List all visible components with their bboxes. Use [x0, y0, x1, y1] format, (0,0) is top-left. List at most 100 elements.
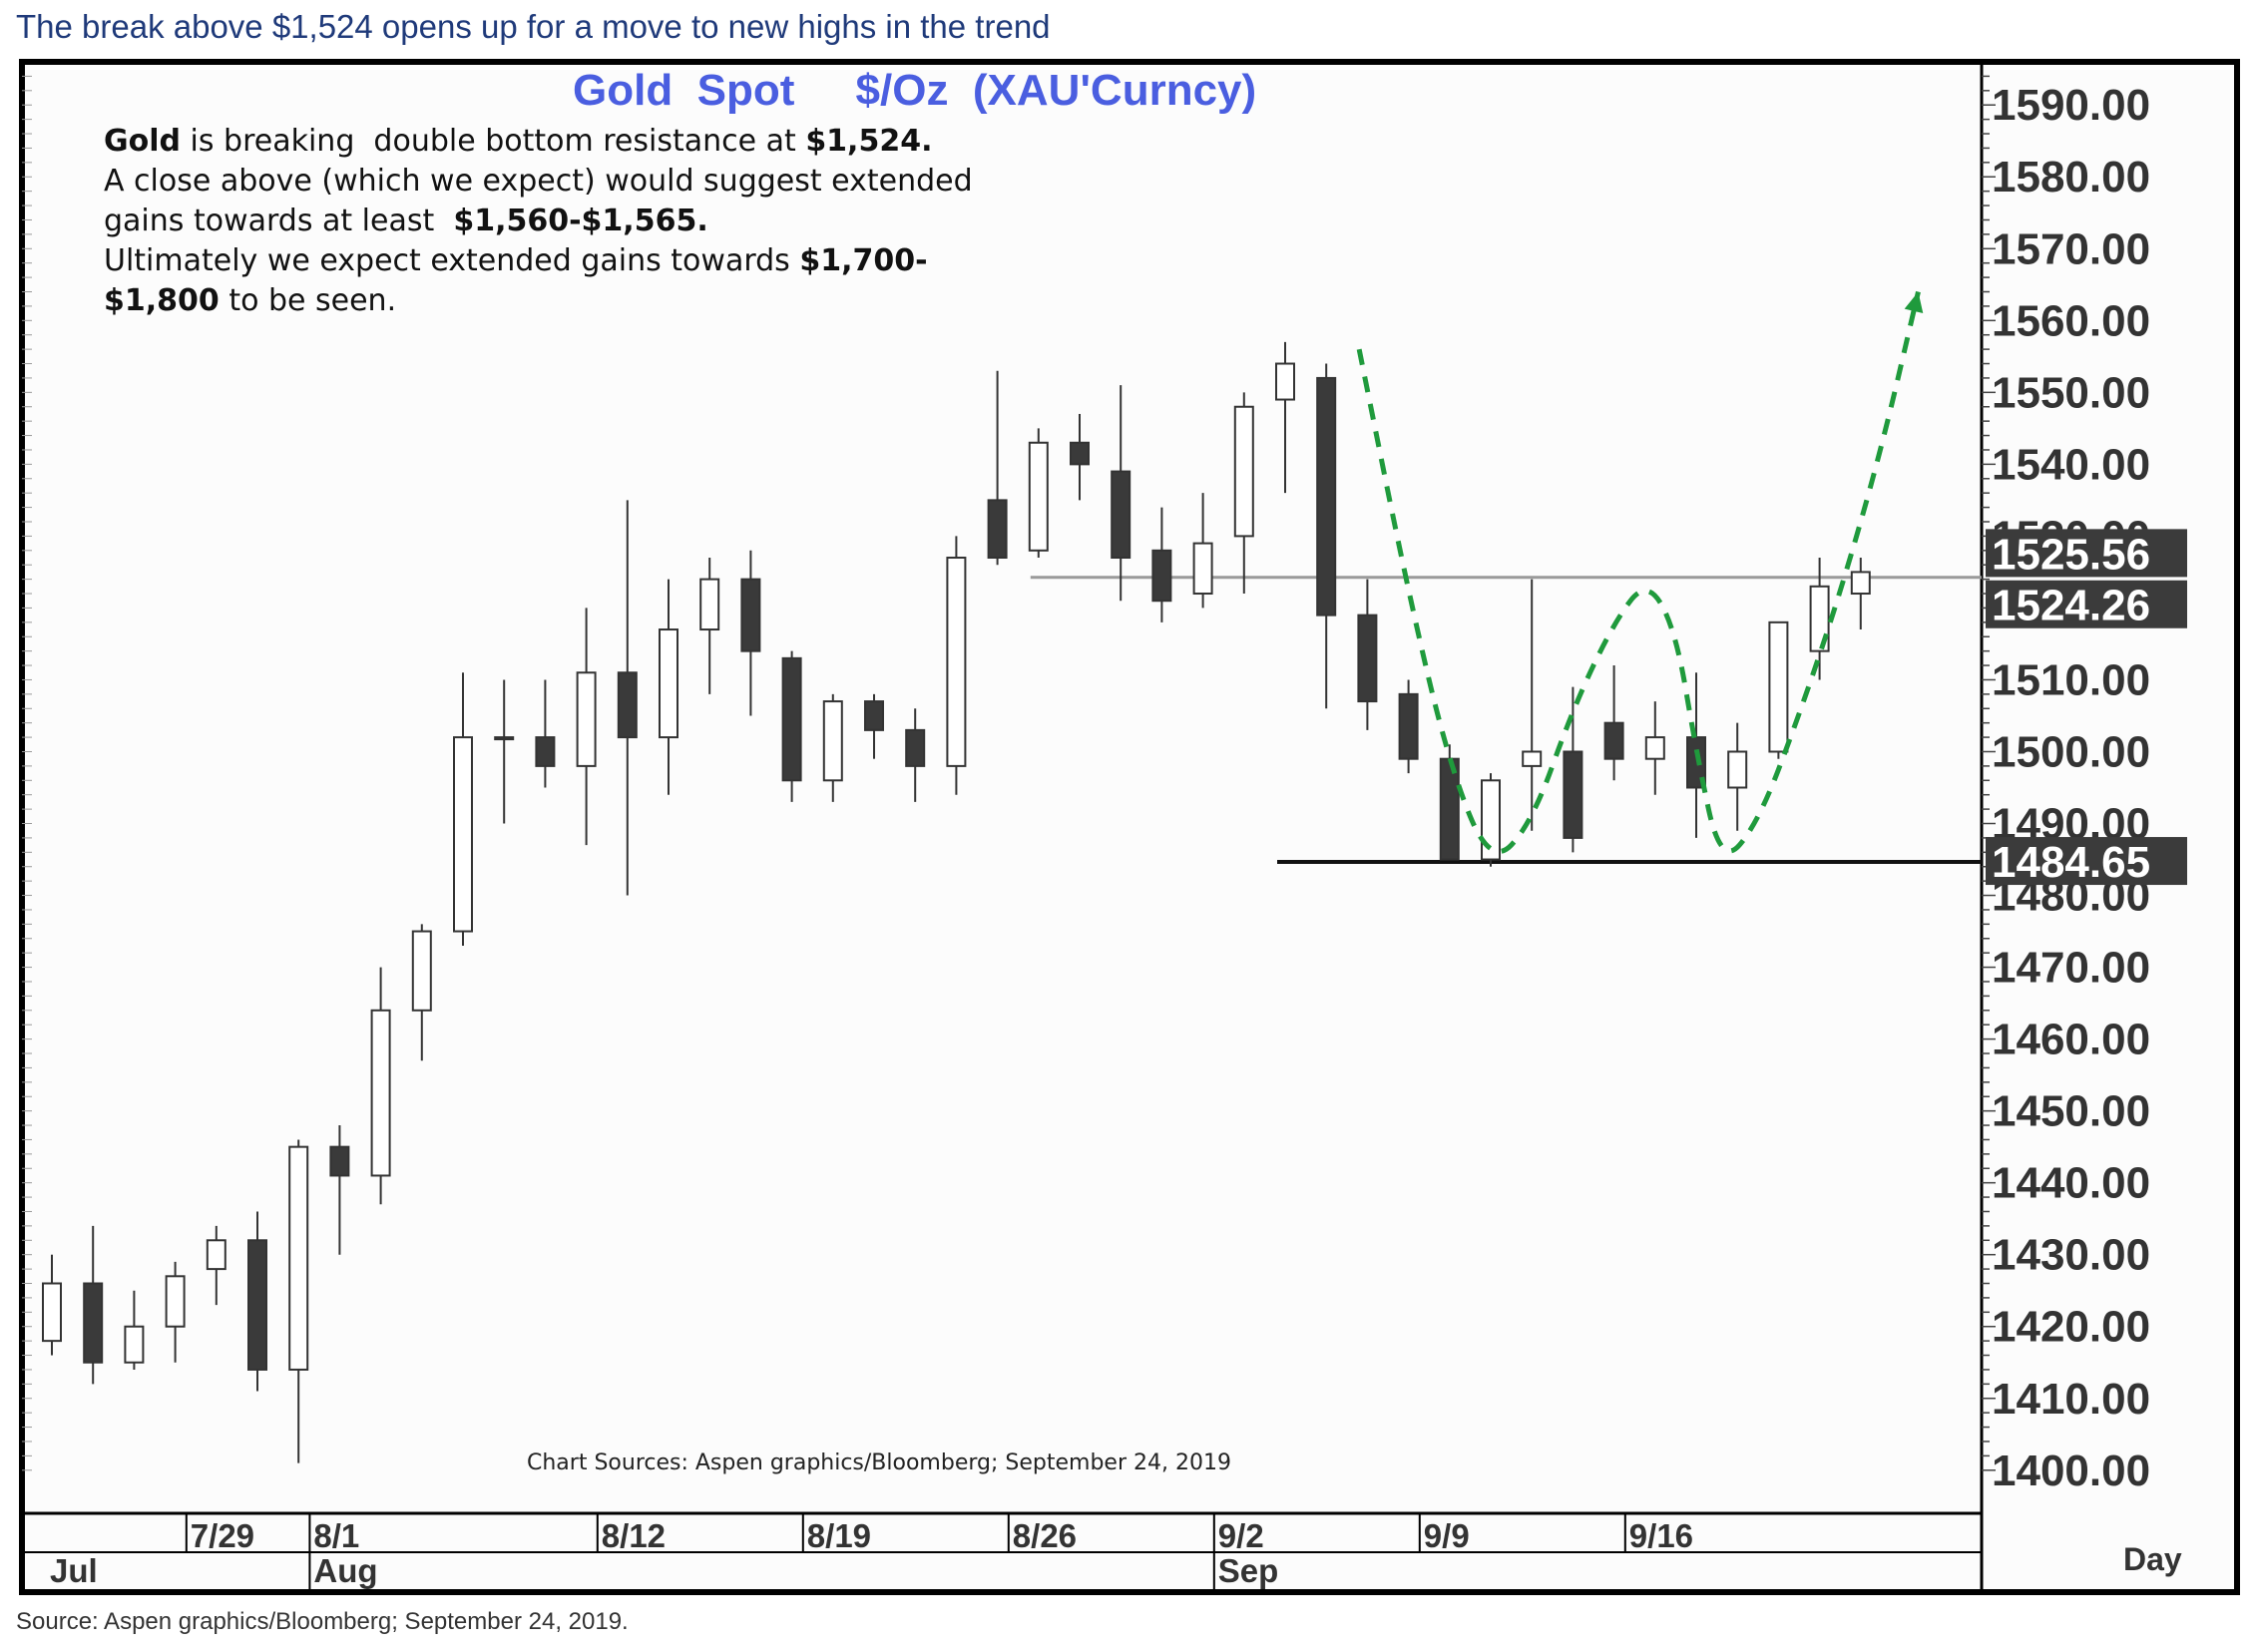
candle-body-up: [1768, 620, 1789, 753]
candle-body-up: [165, 1275, 186, 1328]
candle-body-up: [453, 736, 473, 933]
projection-dash: [1356, 290, 1921, 855]
x-week-label: 7/29: [191, 1517, 254, 1554]
candle: [453, 672, 473, 946]
candle: [1233, 392, 1254, 595]
y-tick-label: 1570.00: [1992, 224, 2150, 273]
candle-body-up: [206, 1239, 226, 1271]
x-week-label: 9/16: [1629, 1517, 1693, 1554]
annotation-line-5: $1,800 to be seen.: [104, 283, 397, 318]
candle-body-down: [987, 499, 1008, 560]
candle: [42, 1254, 62, 1356]
candle-body-down: [535, 736, 556, 767]
chart-title: Gold Spot $/Oz (XAU'Curncy): [573, 66, 1256, 115]
candle: [370, 967, 391, 1205]
candle-body-down: [740, 578, 761, 652]
candle: [864, 693, 884, 759]
chart-source: Chart Sources: Aspen graphics/Bloomberg;…: [527, 1450, 1231, 1475]
candles: [42, 341, 1871, 1463]
candle-body-down: [1439, 757, 1460, 861]
annotation-line-4: Ultimately we expect extended gains towa…: [104, 243, 928, 278]
candle: [1603, 665, 1624, 781]
x-tick-labels: 7/29 8/1 8/12 8/19 8/26 9/2 9/9 9/16 Jul Aug Sep: [50, 1513, 1693, 1592]
value-label: 1484.65: [1986, 837, 2187, 887]
candle: [83, 1225, 104, 1385]
y-tick-label: 1400.00: [1992, 1446, 2150, 1495]
y-tick-label: 1500.00: [1992, 727, 2150, 776]
annotation-line-2: A close above (which we expect) would su…: [104, 164, 973, 199]
candle: [1111, 385, 1131, 602]
x-month-label: Sep: [1218, 1552, 1279, 1589]
candle: [617, 500, 638, 896]
level-lines: [1030, 576, 1982, 865]
candle-body-down: [1111, 470, 1131, 560]
candle: [1028, 428, 1049, 559]
y-tick-label: 1470.00: [1992, 944, 2150, 993]
candle: [946, 536, 967, 795]
candle: [576, 608, 597, 846]
x-week-label: 8/26: [1013, 1517, 1077, 1554]
headline: The break above $1,524 opens up for a mo…: [16, 8, 1051, 45]
candle: [1151, 507, 1172, 622]
candle-body-up: [1028, 441, 1049, 552]
candle: [1398, 679, 1419, 774]
candle-body-up: [699, 578, 720, 631]
candle-body-down: [329, 1145, 350, 1177]
candle: [1070, 413, 1090, 501]
source-note: Source: Aspen graphics/Bloomberg; Septem…: [16, 1608, 629, 1635]
y-tick-label: 1410.00: [1992, 1375, 2150, 1424]
candle-body-up: [370, 1009, 391, 1177]
candle: [659, 579, 678, 795]
candle-body-up: [1522, 750, 1543, 767]
candle: [1768, 620, 1789, 759]
projection-arrowhead: [1904, 291, 1924, 313]
candle-body-down: [1070, 441, 1090, 466]
candle-body-up: [288, 1145, 309, 1371]
period-label: Day: [2123, 1541, 2182, 1577]
candle: [329, 1125, 350, 1255]
value-label: 1524.26: [1986, 580, 2187, 630]
candle-body-down: [247, 1239, 267, 1371]
candle-body-up: [659, 628, 678, 739]
candle-body-down: [617, 671, 638, 739]
candle: [905, 708, 926, 802]
candle-body-down: [781, 656, 802, 782]
candle: [288, 1139, 309, 1463]
y-tick-label: 1450.00: [1992, 1087, 2150, 1136]
candle-body-up: [822, 700, 843, 782]
candle-body-down: [1151, 549, 1172, 603]
candle: [124, 1290, 145, 1370]
value-label-box: [1986, 837, 2187, 886]
x-week-label: 9/2: [1218, 1517, 1264, 1554]
candle: [1644, 701, 1665, 795]
candle-body-down: [1563, 750, 1583, 839]
candle-body-up: [1481, 779, 1501, 861]
candle-body-up: [1275, 362, 1295, 401]
candle: [699, 558, 720, 694]
candle: [1316, 363, 1337, 709]
candle: [1481, 773, 1501, 867]
y-tick-label: 1560.00: [1992, 296, 2150, 345]
annotation-line-3: gains towards at least $1,560-$1,565.: [104, 204, 708, 238]
candle-body-down: [1398, 692, 1419, 760]
candle: [1727, 722, 1748, 831]
candle-body-down: [83, 1282, 104, 1364]
candle-body-up: [1644, 736, 1665, 760]
candle-body-up: [946, 557, 967, 767]
candle-body-down: [1603, 721, 1624, 760]
y-tick-label: 1590.00: [1992, 81, 2150, 130]
candle: [1357, 579, 1378, 730]
x-week-label: 8/19: [807, 1517, 871, 1554]
candle: [165, 1261, 186, 1363]
candle-body-up: [1727, 750, 1748, 789]
chart-frame: [19, 59, 2240, 1595]
candle-body-down: [1357, 614, 1378, 703]
annotation-line-1: Gold is breaking double bottom resistanc…: [104, 124, 933, 159]
value-label-box: [1986, 529, 2187, 578]
x-month-label: Aug: [313, 1552, 377, 1589]
value-label-text: 1484.65: [1992, 838, 2150, 887]
candle-body-up: [124, 1325, 145, 1364]
y-tick-label: 1580.00: [1992, 153, 2150, 202]
candle: [206, 1225, 226, 1306]
